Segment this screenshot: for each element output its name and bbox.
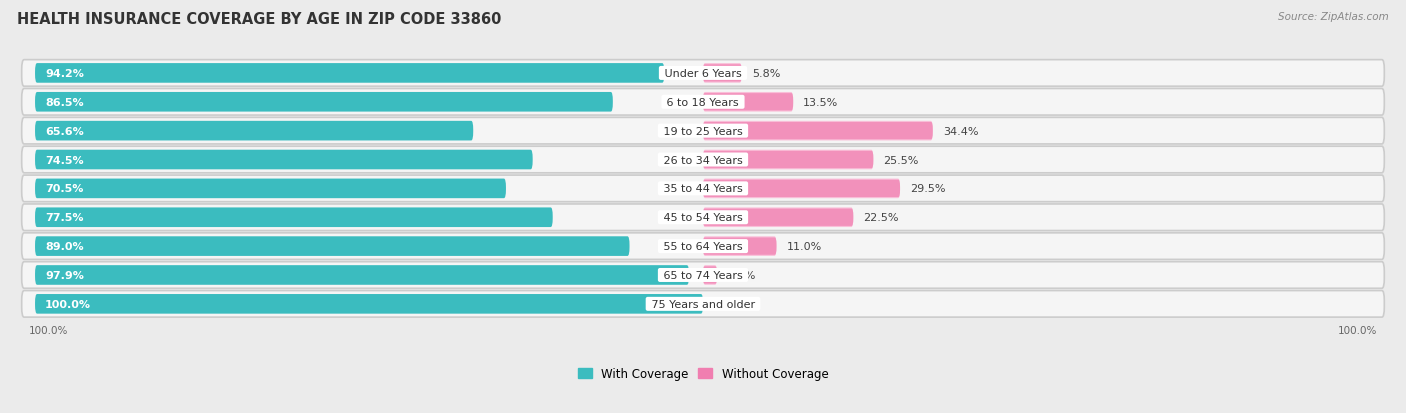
FancyBboxPatch shape bbox=[703, 123, 932, 140]
Text: 74.5%: 74.5% bbox=[45, 155, 84, 165]
FancyBboxPatch shape bbox=[35, 237, 630, 256]
Text: 100.0%: 100.0% bbox=[1339, 325, 1378, 335]
FancyBboxPatch shape bbox=[35, 64, 664, 83]
Text: 97.9%: 97.9% bbox=[45, 271, 84, 280]
FancyBboxPatch shape bbox=[703, 150, 873, 170]
FancyBboxPatch shape bbox=[21, 147, 1385, 173]
FancyBboxPatch shape bbox=[703, 238, 776, 255]
FancyBboxPatch shape bbox=[21, 89, 1385, 116]
FancyBboxPatch shape bbox=[703, 64, 742, 83]
Text: 11.0%: 11.0% bbox=[786, 242, 821, 252]
Text: 77.5%: 77.5% bbox=[45, 213, 83, 223]
Text: Source: ZipAtlas.com: Source: ZipAtlas.com bbox=[1278, 12, 1389, 22]
Text: 6 to 18 Years: 6 to 18 Years bbox=[664, 97, 742, 107]
FancyBboxPatch shape bbox=[703, 65, 742, 82]
Text: 65 to 74 Years: 65 to 74 Years bbox=[659, 271, 747, 280]
Text: 19 to 25 Years: 19 to 25 Years bbox=[659, 126, 747, 136]
FancyBboxPatch shape bbox=[703, 121, 932, 141]
FancyBboxPatch shape bbox=[21, 60, 1385, 87]
FancyBboxPatch shape bbox=[35, 294, 703, 314]
FancyBboxPatch shape bbox=[21, 118, 1385, 145]
Text: 22.5%: 22.5% bbox=[863, 213, 898, 223]
Text: 35 to 44 Years: 35 to 44 Years bbox=[659, 184, 747, 194]
FancyBboxPatch shape bbox=[703, 93, 793, 112]
Text: 100.0%: 100.0% bbox=[45, 299, 91, 309]
FancyBboxPatch shape bbox=[35, 121, 474, 141]
Text: 13.5%: 13.5% bbox=[803, 97, 838, 107]
FancyBboxPatch shape bbox=[35, 150, 533, 170]
Text: Under 6 Years: Under 6 Years bbox=[661, 69, 745, 79]
Text: 2.1%: 2.1% bbox=[727, 271, 755, 280]
Text: 26 to 34 Years: 26 to 34 Years bbox=[659, 155, 747, 165]
Text: 34.4%: 34.4% bbox=[943, 126, 979, 136]
FancyBboxPatch shape bbox=[21, 204, 1385, 231]
Text: 25.5%: 25.5% bbox=[883, 155, 918, 165]
FancyBboxPatch shape bbox=[35, 93, 613, 112]
FancyBboxPatch shape bbox=[703, 266, 717, 285]
Legend: With Coverage, Without Coverage: With Coverage, Without Coverage bbox=[578, 367, 828, 380]
FancyBboxPatch shape bbox=[703, 179, 900, 199]
FancyBboxPatch shape bbox=[21, 233, 1385, 260]
Text: 55 to 64 Years: 55 to 64 Years bbox=[659, 242, 747, 252]
FancyBboxPatch shape bbox=[21, 291, 1385, 317]
FancyBboxPatch shape bbox=[703, 94, 793, 111]
FancyBboxPatch shape bbox=[703, 180, 900, 197]
FancyBboxPatch shape bbox=[703, 209, 853, 226]
FancyBboxPatch shape bbox=[703, 267, 717, 284]
Text: 0.0%: 0.0% bbox=[713, 299, 741, 309]
FancyBboxPatch shape bbox=[21, 176, 1385, 202]
FancyBboxPatch shape bbox=[35, 208, 553, 228]
Text: 45 to 54 Years: 45 to 54 Years bbox=[659, 213, 747, 223]
Text: 94.2%: 94.2% bbox=[45, 69, 84, 79]
Text: HEALTH INSURANCE COVERAGE BY AGE IN ZIP CODE 33860: HEALTH INSURANCE COVERAGE BY AGE IN ZIP … bbox=[17, 12, 502, 27]
FancyBboxPatch shape bbox=[21, 262, 1385, 289]
Text: 5.8%: 5.8% bbox=[752, 69, 780, 79]
Text: 86.5%: 86.5% bbox=[45, 97, 84, 107]
FancyBboxPatch shape bbox=[35, 266, 689, 285]
Text: 29.5%: 29.5% bbox=[910, 184, 946, 194]
FancyBboxPatch shape bbox=[35, 179, 506, 199]
Text: 75 Years and older: 75 Years and older bbox=[648, 299, 758, 309]
Text: 70.5%: 70.5% bbox=[45, 184, 83, 194]
Text: 89.0%: 89.0% bbox=[45, 242, 84, 252]
Text: 100.0%: 100.0% bbox=[28, 325, 67, 335]
Text: 65.6%: 65.6% bbox=[45, 126, 84, 136]
FancyBboxPatch shape bbox=[703, 237, 776, 256]
FancyBboxPatch shape bbox=[703, 152, 873, 169]
FancyBboxPatch shape bbox=[703, 208, 853, 228]
